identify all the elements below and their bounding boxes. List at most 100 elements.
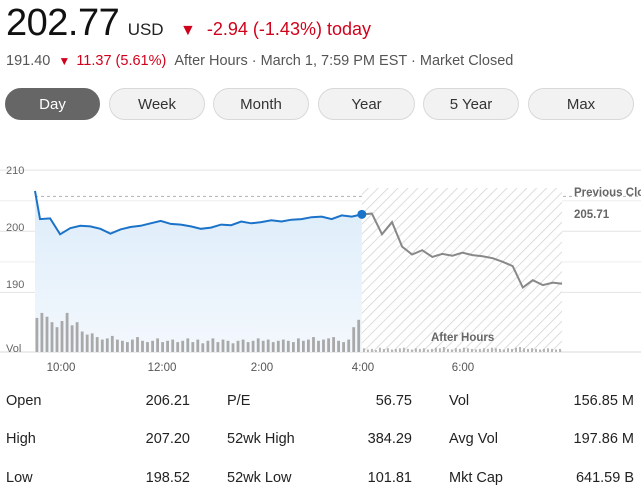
volume-bar bbox=[266, 339, 270, 352]
currency-label: USD bbox=[127, 20, 164, 39]
volume-bar bbox=[332, 337, 335, 352]
after-hours-volume-bar bbox=[523, 348, 525, 352]
after-hours-volume-bar bbox=[458, 348, 461, 352]
after-hours-status: After Hours · March 1, 7:59 PM EST · Mar… bbox=[174, 53, 514, 69]
volume-bar bbox=[241, 339, 245, 352]
after-hours-volume-bar bbox=[531, 348, 533, 352]
range-tabs: Day Week Month Year 5 Year Max bbox=[5, 88, 635, 122]
stat-value-52wk-low: 101.81 bbox=[367, 470, 412, 486]
after-hours-volume-bar bbox=[478, 348, 481, 352]
after-hours-volume-bar bbox=[551, 348, 553, 352]
after-hours-volume-bar bbox=[499, 348, 501, 352]
volume-bar bbox=[261, 340, 265, 352]
volume-bar bbox=[347, 339, 351, 352]
tab-5-year[interactable]: 5 Year bbox=[423, 88, 519, 120]
stat-value-high: 207.20 bbox=[145, 431, 190, 447]
volume-bar bbox=[211, 338, 215, 352]
after-hours-volume-bar bbox=[490, 347, 493, 352]
after-hours-volume-bar bbox=[466, 348, 469, 352]
after-hours-volume-bar bbox=[426, 349, 429, 352]
volume-bar bbox=[75, 322, 79, 352]
volume-bar bbox=[327, 338, 330, 352]
chart-lines bbox=[34, 190, 563, 290]
volume-bar bbox=[171, 339, 175, 352]
tab-year[interactable]: Year bbox=[318, 88, 415, 120]
close-point-marker bbox=[357, 209, 367, 219]
after-hours-volume-bar bbox=[430, 348, 433, 352]
tab-day[interactable]: Day bbox=[5, 88, 100, 120]
volume-bar bbox=[110, 335, 114, 352]
after-hours-volume-bar bbox=[370, 348, 373, 352]
volume-bar bbox=[40, 312, 44, 352]
after-hours-volume-bar bbox=[442, 347, 445, 352]
stat-label-high: High bbox=[6, 431, 36, 447]
down-arrow-icon: ▼ bbox=[180, 22, 196, 39]
volume-bar bbox=[141, 340, 144, 352]
volume-bar bbox=[256, 338, 260, 352]
volume-bar bbox=[231, 343, 235, 352]
volume-bar bbox=[146, 342, 149, 352]
after-hours-volume-bar bbox=[362, 348, 365, 352]
volume-bar bbox=[246, 342, 250, 352]
stat-label-avg-vol: Avg Vol bbox=[449, 431, 498, 447]
volume-bar bbox=[322, 339, 325, 352]
volume-bar bbox=[226, 340, 230, 352]
tab-month[interactable]: Month bbox=[213, 88, 309, 120]
after-hours-volume-bar bbox=[454, 348, 457, 352]
volume-bar bbox=[196, 339, 200, 352]
volume-bar bbox=[352, 327, 356, 352]
volume-bar bbox=[80, 331, 84, 352]
volume-bar bbox=[271, 342, 275, 352]
after-hours-volume-bar bbox=[366, 349, 369, 352]
y-tick-label-200: 200 bbox=[6, 222, 24, 234]
stat-value-open: 206.21 bbox=[145, 393, 190, 409]
volume-bar bbox=[35, 317, 39, 352]
after-hours-hatch bbox=[361, 188, 562, 352]
after-hours-volume-bar bbox=[519, 347, 521, 352]
after-hours-volume-bar bbox=[494, 348, 497, 352]
volume-bar bbox=[201, 343, 205, 352]
stat-value-52wk-high: 384.29 bbox=[367, 431, 412, 447]
volume-bar bbox=[95, 337, 99, 352]
after-hours-volume-bar bbox=[503, 349, 505, 352]
volume-bar bbox=[70, 325, 74, 352]
volume-bar bbox=[156, 338, 159, 352]
stats-row: High 207.20 52wk High 384.29 Avg Vol 197… bbox=[0, 431, 641, 461]
volume-bar bbox=[45, 316, 49, 352]
stat-value-low: 198.52 bbox=[145, 470, 190, 486]
stat-label-52wk-high: 52wk High bbox=[227, 431, 295, 447]
volume-bar bbox=[191, 342, 195, 352]
volume-bar bbox=[126, 342, 129, 352]
volume-bar bbox=[251, 340, 255, 352]
volume-bar bbox=[312, 337, 315, 352]
tab-week[interactable]: Week bbox=[109, 88, 205, 120]
stat-label-pe: P/E bbox=[227, 393, 251, 409]
after-hours-volume-bar bbox=[515, 347, 517, 352]
after-hours-volume-bar bbox=[535, 348, 537, 352]
volume-bar bbox=[121, 340, 124, 352]
after-hours-volume-bar bbox=[482, 348, 485, 352]
volume-bar bbox=[116, 339, 119, 352]
daily-change: ▼ -2.94 (-1.43%) today bbox=[180, 19, 371, 39]
volume-bar bbox=[297, 338, 300, 352]
volume-bar bbox=[317, 340, 320, 352]
regular-price-line bbox=[34, 190, 363, 236]
volume-bar bbox=[181, 340, 185, 352]
after-hours-volume-bar bbox=[543, 348, 545, 352]
regular-session-area bbox=[35, 190, 362, 352]
volume-bar bbox=[100, 339, 104, 352]
volume-bar bbox=[342, 342, 345, 352]
volume-bar bbox=[216, 342, 220, 352]
after-hours-volume-bar bbox=[547, 348, 549, 352]
tab-max[interactable]: Max bbox=[528, 88, 634, 120]
y-tick-label-210: 210 bbox=[6, 165, 24, 177]
stat-value-mkt-cap: 641.59 B bbox=[575, 470, 634, 486]
volume-bar bbox=[166, 340, 169, 352]
volume-bar bbox=[65, 312, 69, 352]
after-hours-volume-bar bbox=[398, 348, 401, 352]
after-hours-volume-bar bbox=[486, 348, 489, 352]
previous-close-value: 205.71 bbox=[574, 209, 610, 221]
volume-bar bbox=[302, 340, 305, 352]
stats-row: Low 198.52 52wk Low 101.81 Mkt Cap 641.5… bbox=[0, 470, 641, 500]
stat-value-vol: 156.85 M bbox=[573, 393, 634, 409]
